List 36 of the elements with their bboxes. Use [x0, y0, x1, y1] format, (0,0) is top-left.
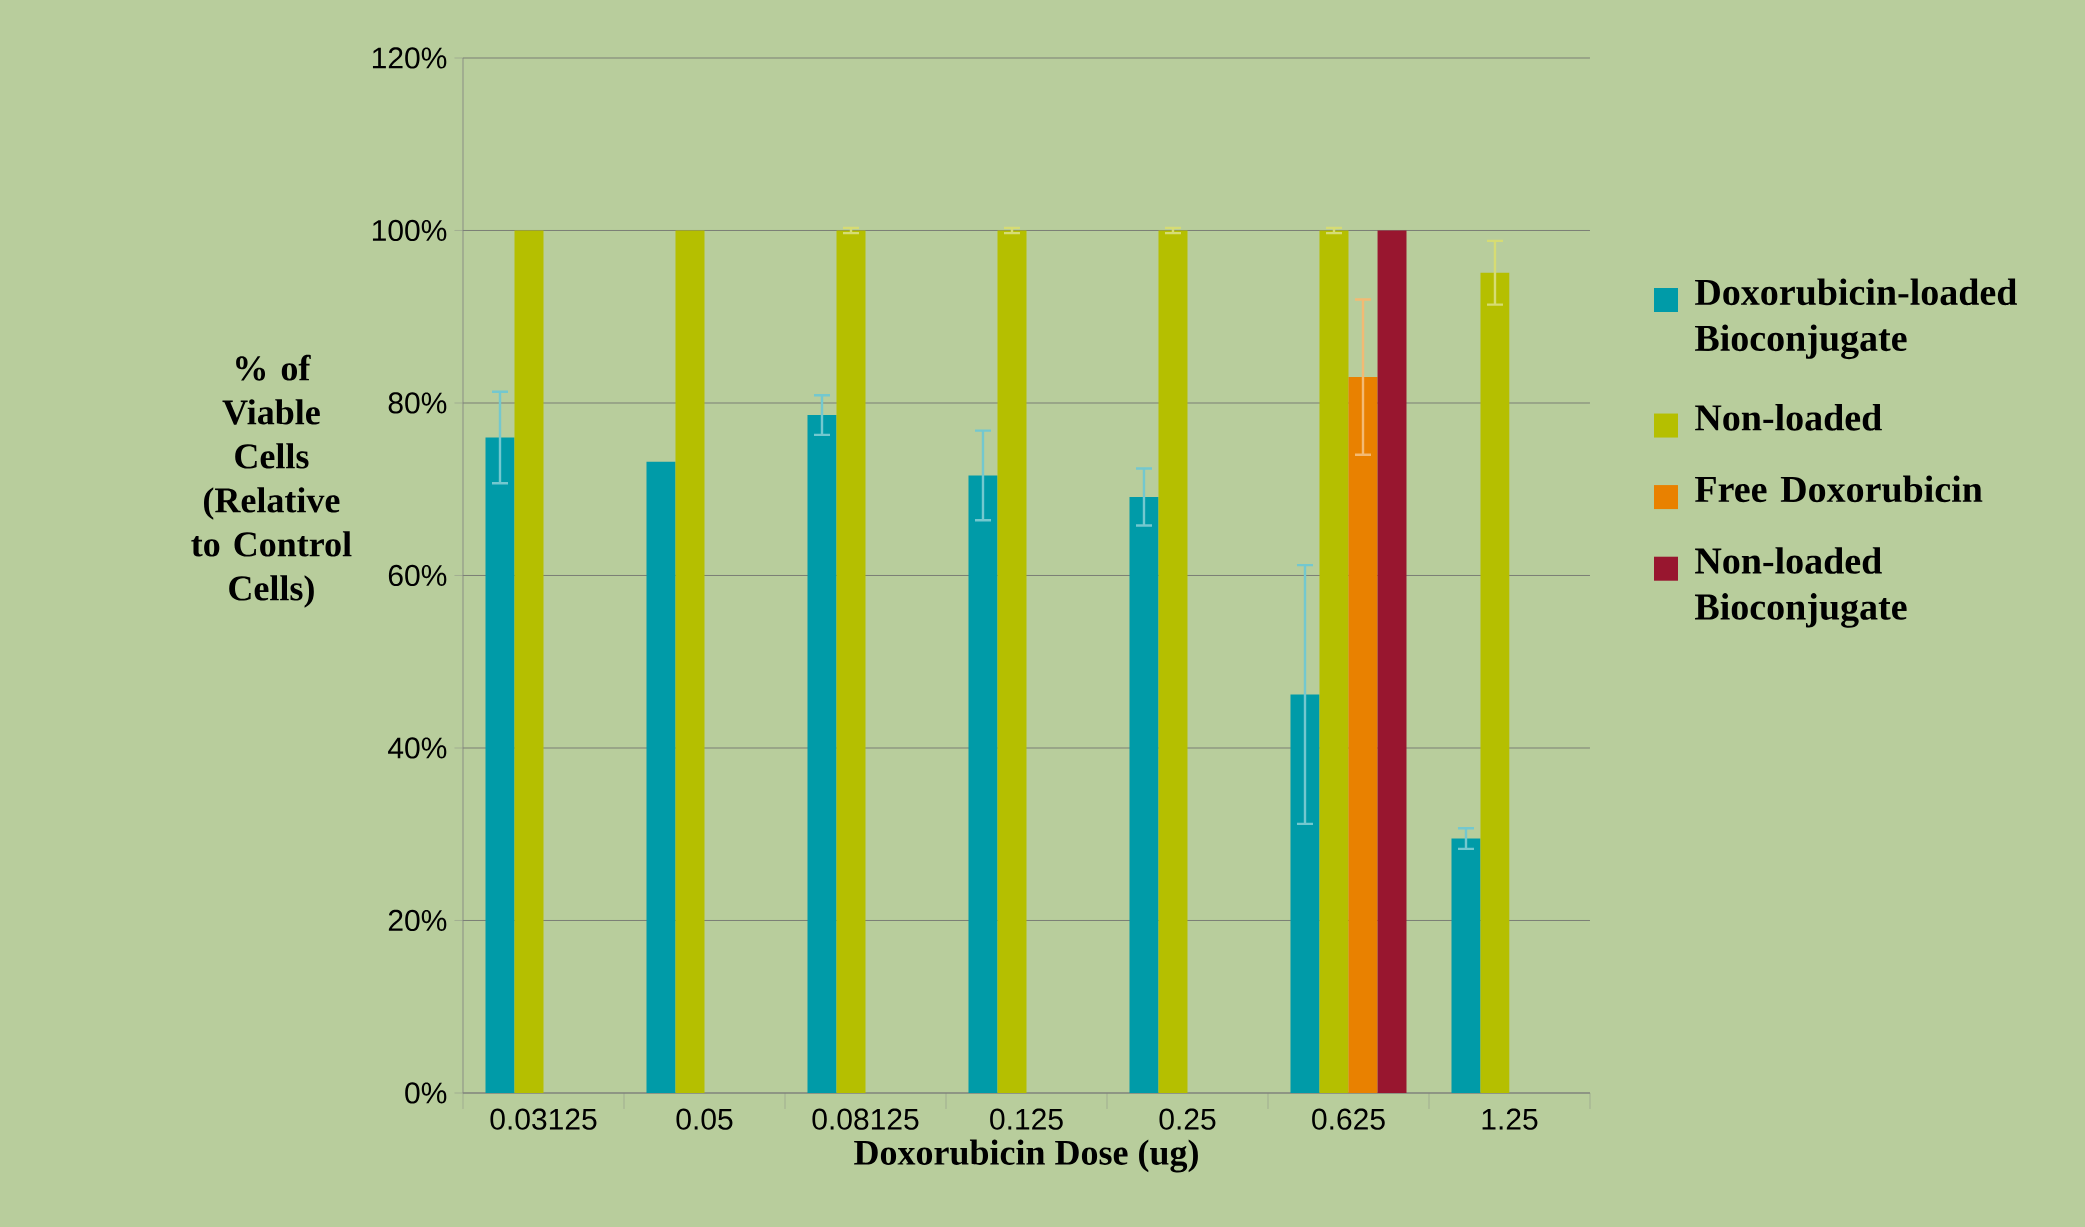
bar: [514, 230, 544, 1093]
legend-label: Doxorubicin-loaded Bioconjugate: [1695, 278, 2017, 360]
y-axis-title: % of Viable Cells (Relative to Control Cells): [191, 354, 352, 608]
y-tick-label: 80%: [388, 392, 447, 414]
bar: [997, 230, 1027, 1093]
bar: [1451, 838, 1481, 1093]
legend-label: Non-loaded: [1695, 403, 1882, 431]
bar: [1290, 694, 1320, 1093]
x-tick-label: 0.05: [676, 1108, 733, 1130]
bar: [807, 415, 837, 1093]
bar: [836, 230, 866, 1093]
bar: [1480, 272, 1510, 1093]
bar: [1348, 377, 1378, 1093]
bar: [968, 475, 998, 1093]
legend-label: Free Doxorubicin: [1695, 475, 1983, 503]
bar: [485, 437, 515, 1093]
bar: [1158, 230, 1188, 1093]
y-tick-label: 60%: [388, 564, 447, 587]
bar: [1319, 230, 1349, 1093]
x-tick-label: 0.03125: [490, 1108, 597, 1130]
bar: [1377, 230, 1407, 1093]
x-tick-label: 0.25: [1159, 1108, 1216, 1130]
x-tick-label: 0.08125: [812, 1108, 919, 1130]
x-tick-label: 1.25: [1482, 1108, 1538, 1130]
y-tick-label: 120%: [372, 47, 447, 69]
y-tick-label: 20%: [388, 909, 447, 932]
y-tick-label: 100%: [372, 219, 447, 242]
bar: [646, 461, 676, 1093]
x-tick-label: 0.625: [1312, 1108, 1385, 1130]
y-tick-label: 40%: [388, 737, 447, 759]
legend-label: Non-loaded Bioconjugate: [1695, 547, 1907, 628]
y-tick-label: 0%: [405, 1082, 447, 1104]
bar: [1129, 497, 1159, 1093]
x-axis-title: Doxorubicin Dose (ug): [854, 1139, 1198, 1173]
bar: [675, 230, 705, 1093]
x-tick-label: 0.125: [990, 1108, 1063, 1130]
